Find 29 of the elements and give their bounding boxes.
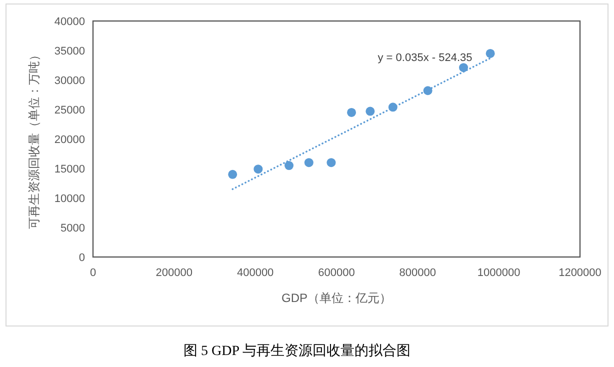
y-tick-label: 35000 [54, 46, 85, 58]
y-tick-label: 25000 [54, 104, 85, 116]
point [304, 158, 314, 168]
point [228, 170, 238, 179]
y-tick-label: 40000 [54, 16, 85, 28]
x-tick-label: 400000 [236, 267, 274, 279]
y-axis-title: 可再生资源回收量（单位：万吨） [27, 49, 41, 229]
point [254, 164, 263, 174]
x-tick-label: 0 [90, 267, 96, 279]
y-tick-label: 0 [78, 252, 85, 264]
x-axis-title: GDP（单位：亿元） [281, 291, 392, 305]
point [459, 63, 468, 72]
x-tick-label: 1000000 [477, 267, 520, 279]
point [347, 108, 356, 117]
text: 图 5 GDP 与再生资源回收量的拟合图 [184, 343, 410, 359]
x-tick-label: 800000 [399, 267, 436, 279]
point [366, 106, 375, 116]
y-tick-label: 15000 [54, 164, 85, 176]
y-tick-label: 20000 [54, 134, 85, 146]
annotation: y = 0.035x - 524.35 [378, 52, 472, 64]
x-tick-label: 1200000 [558, 267, 602, 279]
point [326, 158, 336, 168]
y-tick-label: 30000 [54, 75, 85, 87]
point [284, 161, 294, 170]
point [486, 48, 495, 58]
y-tick-label: 5000 [60, 222, 85, 234]
y-tick-label: 10000 [54, 193, 85, 205]
x-tick-label: 200000 [156, 267, 193, 279]
x-tick-label: 600000 [318, 267, 355, 279]
